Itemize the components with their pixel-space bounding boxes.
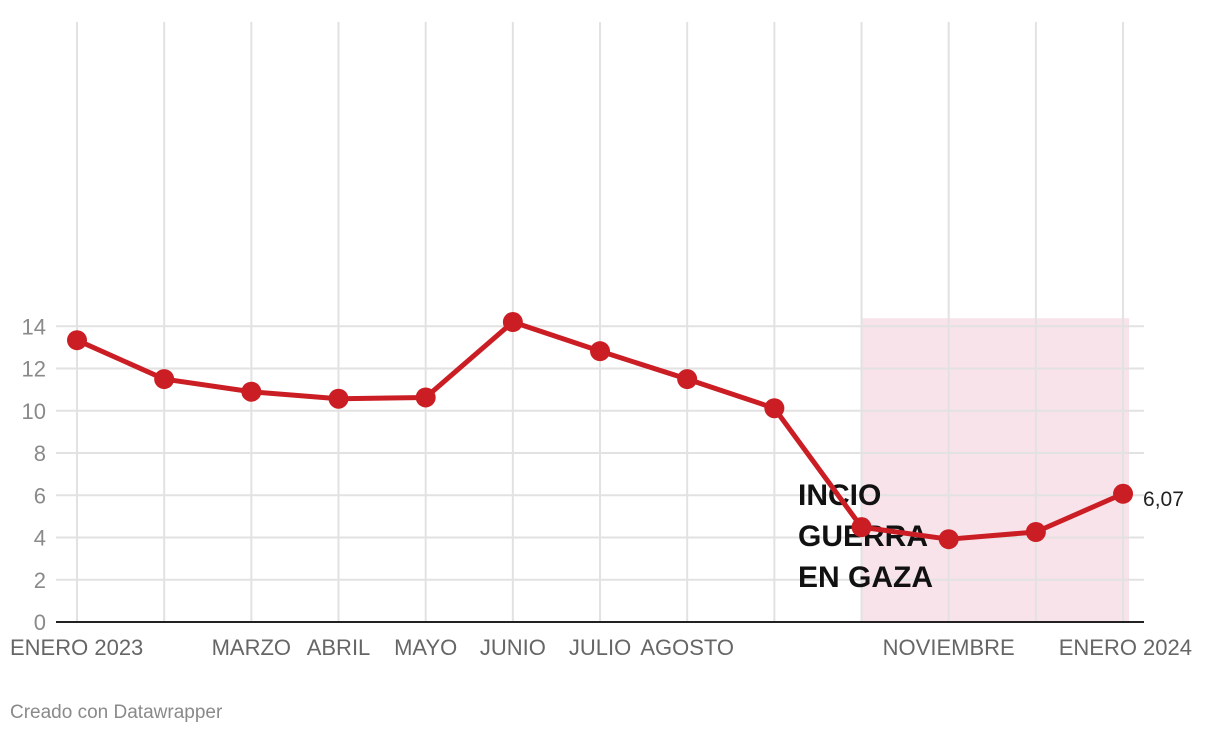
data-point [677, 369, 698, 390]
x-tick-label: NOVIEMBRE [883, 635, 1015, 660]
annotation-line-3: EN GAZA [798, 561, 933, 594]
credit-text: Creado con Datawrapper [10, 702, 223, 723]
x-axis-tick-labels: ENERO 2023 MARZO ABRIL MAYO JUNIO JULIO AGOSTO… [10, 635, 1192, 660]
data-points [67, 312, 1134, 550]
y-tick-label: 4 [34, 526, 46, 551]
data-point [1025, 522, 1046, 543]
data-point [938, 529, 959, 550]
y-tick-label: 2 [34, 568, 46, 593]
data-point [67, 330, 87, 351]
y-tick-label: 10 [22, 399, 46, 424]
annotation-war-start: INCIO GUERRA EN GAZA [798, 479, 935, 594]
horizontal-gridlines [56, 325, 1144, 581]
data-point [241, 381, 262, 402]
y-tick-label: 0 [34, 610, 46, 635]
x-tick-label: JUNIO [480, 635, 546, 660]
x-tick-label: ENERO 2024 [1059, 635, 1192, 660]
data-point [1113, 483, 1134, 504]
x-tick-label: JULIO [569, 635, 631, 660]
data-point [590, 341, 611, 362]
x-tick-label: MARZO [212, 635, 291, 660]
data-point [415, 387, 436, 408]
y-tick-label: 6 [34, 483, 46, 508]
x-tick-label: AGOSTO [640, 635, 734, 660]
y-tick-label: 14 [22, 314, 46, 339]
y-tick-label: 8 [34, 441, 46, 466]
data-label: 6,07 [1143, 488, 1184, 511]
x-tick-label: ENERO 2023 [10, 635, 143, 660]
data-point [154, 369, 175, 390]
data-point [502, 312, 523, 333]
data-point [764, 398, 785, 419]
x-tick-label: MAYO [394, 635, 457, 660]
x-tick-label: ABRIL [307, 635, 371, 660]
data-labels: 6,07 [1143, 488, 1184, 511]
y-axis-tick-labels: 0 2 4 6 8 10 12 14 [22, 314, 46, 635]
data-point [851, 517, 872, 538]
line-chart: 0 2 4 6 8 10 12 14 ENERO 2023 MARZO ABRIL MAYO JUNI… [10, 22, 1192, 660]
y-tick-label: 12 [22, 357, 46, 382]
data-point [328, 388, 349, 409]
